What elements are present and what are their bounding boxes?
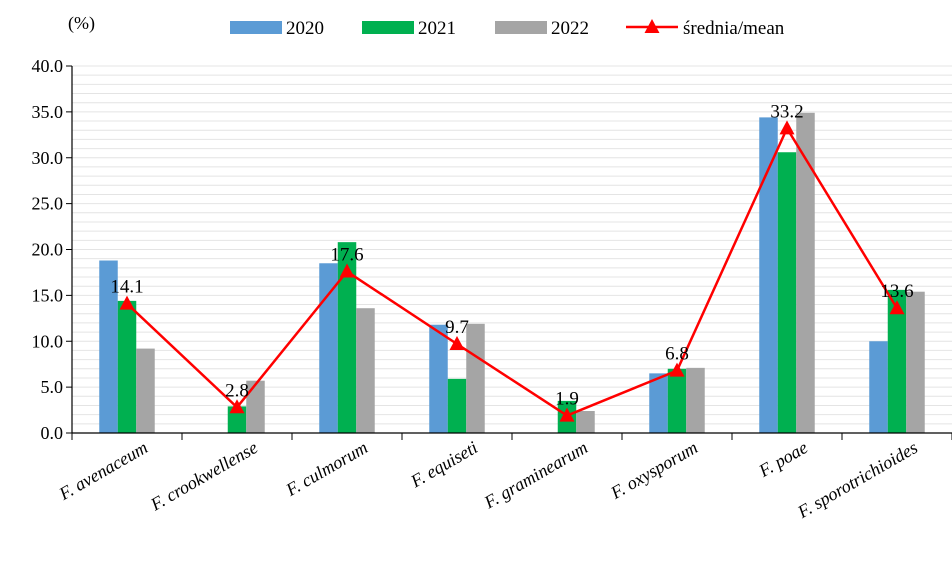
- mean-marker-f-culmorum: [339, 263, 355, 278]
- x-tick-label: F. poae: [755, 437, 811, 481]
- x-tick-label: F. oxysporum: [606, 437, 701, 503]
- bar-2020-f-oxysporum: [649, 373, 668, 433]
- legend: 2020 2021 2022 średnia/mean: [230, 18, 785, 39]
- legend-label-2021: 2021: [418, 18, 456, 39]
- bar-2020-f-avenaceum: [99, 260, 118, 433]
- bar-2022-f-equiseti: [466, 323, 485, 433]
- legend-swatch-2022: [495, 21, 547, 34]
- bar-2022-f-poae: [796, 112, 815, 433]
- bar-2021-f-sporotrichioides: [887, 289, 907, 433]
- bar-2021-f-equiseti: [447, 378, 467, 433]
- mean-marker-f-avenaceum: [119, 295, 135, 310]
- unit-label: (%): [68, 13, 95, 34]
- legend-label-2022: 2022: [551, 18, 589, 39]
- mean-marker-f-sporotrichioides: [889, 300, 905, 315]
- bars: [99, 112, 925, 433]
- y-tick-label: 0.0: [41, 423, 64, 443]
- y-tick-label: 20.0: [32, 240, 64, 260]
- y-tick-label: 10.0: [32, 331, 64, 351]
- data-label: 1.9: [555, 389, 579, 410]
- bar-2022-f-oxysporum: [686, 367, 705, 433]
- mean-marker-f-oxysporum: [669, 362, 685, 377]
- y-tick-label: 25.0: [32, 194, 64, 214]
- x-tick-label: F. culmorum: [282, 437, 371, 500]
- x-tick-label: F. crookwellense: [146, 437, 261, 515]
- data-label: 13.6: [880, 281, 913, 302]
- gridlines: [72, 65, 952, 425]
- bar-2021-f-culmorum: [337, 242, 357, 433]
- mean-marker-f-equiseti: [449, 336, 465, 351]
- bar-2021-f-avenaceum: [117, 300, 137, 433]
- mean-marker-f-poae: [779, 120, 795, 135]
- bar-2021-f-poae: [777, 152, 797, 433]
- bar-2020-f-culmorum: [319, 263, 338, 433]
- legend-label-2020: 2020: [286, 18, 324, 39]
- x-tick-label: F. sporotrichioides: [793, 437, 921, 522]
- y-tick-label: 15.0: [32, 285, 64, 305]
- x-tick-label: F. avenaceum: [55, 437, 151, 504]
- data-labels: 14.1 2.8 17.6 9.7 1.9 6.8 33.2 13.6: [110, 101, 913, 409]
- x-tick-label: F. graminearum: [480, 437, 591, 513]
- mean-line-series: [119, 120, 905, 422]
- bar-2020-f-equiseti: [429, 324, 448, 433]
- mean-line: [126, 125, 899, 417]
- legend-marker-mean: [644, 19, 660, 33]
- x-tick-label: F. equiseti: [406, 437, 481, 492]
- axes: [66, 65, 952, 440]
- data-label: 6.8: [665, 344, 689, 365]
- y-tick-label: 30.0: [32, 148, 64, 168]
- y-tick-labels: 0.0 5.0 10.0 15.0 20.0 25.0 30.0 35.0 40.0: [32, 56, 64, 443]
- y-tick-label: 5.0: [41, 377, 64, 397]
- data-label: 14.1: [110, 277, 143, 298]
- bar-2022-f-sporotrichioides: [906, 291, 925, 433]
- legend-swatch-2020: [230, 21, 282, 34]
- data-label: 9.7: [445, 317, 469, 338]
- mean-marker-f-graminearum: [559, 407, 575, 422]
- legend-swatch-2021: [362, 21, 414, 34]
- bar-2020-f-sporotrichioides: [869, 341, 888, 433]
- data-label: 17.6: [330, 245, 363, 266]
- bar-2022-f-graminearum: [576, 410, 595, 433]
- bar-2020-f-poae: [759, 117, 778, 433]
- bar-2022-f-crookwellense: [246, 380, 265, 433]
- y-tick-label: 40.0: [32, 56, 64, 76]
- bar-2022-f-avenaceum: [136, 348, 155, 433]
- legend-label-mean: średnia/mean: [683, 18, 785, 39]
- y-tick-label: 35.0: [32, 102, 64, 122]
- data-label: 33.2: [770, 101, 803, 122]
- bar-2022-f-culmorum: [356, 308, 375, 433]
- bar-2021-f-oxysporum: [667, 368, 687, 433]
- mean-marker-f-crookwellense: [229, 399, 245, 414]
- data-label: 2.8: [225, 380, 249, 401]
